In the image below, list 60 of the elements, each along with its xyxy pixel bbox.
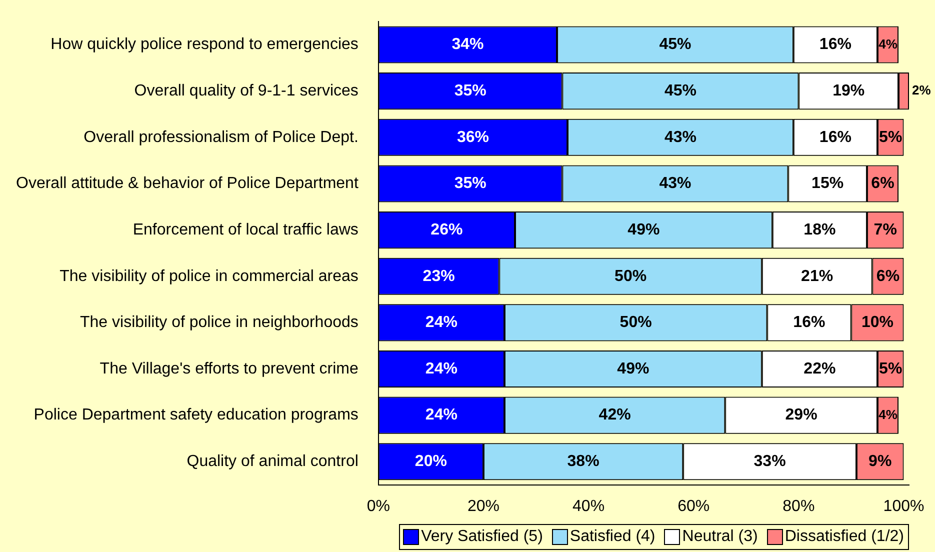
data-label: 6%	[871, 175, 894, 192]
data-label: 35%	[454, 175, 486, 192]
data-label: 33%	[754, 453, 786, 470]
data-label: 21%	[801, 268, 834, 285]
y-tick-label: The visibility of police in commercial areas	[60, 268, 358, 285]
data-label: 36%	[456, 128, 489, 146]
data-label: 22%	[804, 360, 836, 378]
data-label: 43%	[664, 128, 696, 146]
y-tick-label: How quickly police respond to emergencies	[50, 36, 358, 54]
data-label: 42%	[598, 406, 631, 424]
data-label: 43%	[659, 175, 692, 192]
data-label: 26%	[430, 221, 463, 238]
y-tick-label: Overall attitude & behavior of Police Department	[16, 175, 359, 192]
data-label: 18%	[804, 221, 836, 238]
data-label: 7%	[874, 221, 897, 238]
data-label: 38%	[567, 453, 600, 470]
legend-label: Satisfied (4)	[570, 527, 656, 547]
data-label: 4%	[878, 36, 898, 52]
data-label: 50%	[620, 314, 652, 332]
data-label: 34%	[452, 36, 484, 54]
data-label: 24%	[425, 360, 458, 378]
x-tick-label: 80%	[782, 498, 815, 515]
data-label: 50%	[614, 268, 647, 285]
y-tick-label: Overall quality of 9-1-1 services	[134, 82, 358, 100]
data-label: 16%	[793, 314, 826, 332]
data-label: 23%	[422, 268, 455, 285]
legend-label: Dissatisfied (1/2)	[784, 527, 904, 547]
data-label: 24%	[425, 314, 458, 332]
y-tick-label: Police Department safety education programs	[34, 406, 358, 424]
y-tick-label: The Village's efforts to prevent crime	[100, 360, 358, 378]
data-label: 19%	[832, 82, 865, 100]
y-tick-label: Quality of animal control	[186, 453, 358, 470]
data-label: 9%	[868, 453, 892, 470]
data-label: 16%	[819, 36, 852, 54]
data-label: 29%	[785, 406, 818, 424]
data-label: 20%	[414, 453, 447, 470]
x-tick-label: 40%	[572, 498, 605, 515]
data-label: 24%	[425, 406, 458, 424]
y-tick-label: Overall professionalism of Police Dept.	[84, 128, 358, 146]
data-label: 45%	[664, 82, 696, 100]
data-label: 2%	[912, 82, 932, 98]
legend-label: Neutral (3)	[682, 527, 758, 547]
data-label: 35%	[454, 82, 486, 100]
legend-label: Very Satisfied (5)	[421, 527, 543, 547]
data-label: 15%	[812, 175, 844, 192]
x-tick-label: 0%	[366, 498, 390, 515]
data-label: 5%	[879, 128, 902, 146]
data-label: 6%	[876, 268, 900, 285]
data-label: 49%	[628, 221, 660, 238]
x-tick-label: 20%	[467, 498, 500, 515]
data-label: 10%	[861, 314, 894, 332]
y-tick-label: Enforcement of local traffic laws	[132, 221, 358, 238]
x-tick-label: 100%	[883, 498, 924, 515]
x-tick-label: 60%	[678, 498, 710, 515]
data-label: 4%	[878, 406, 898, 422]
data-label: 5%	[879, 360, 902, 378]
data-label: 45%	[659, 36, 692, 54]
y-tick-label: The visibility of police in neighborhoods	[80, 314, 358, 332]
data-label: 49%	[617, 360, 650, 378]
data-label: 16%	[819, 128, 852, 146]
